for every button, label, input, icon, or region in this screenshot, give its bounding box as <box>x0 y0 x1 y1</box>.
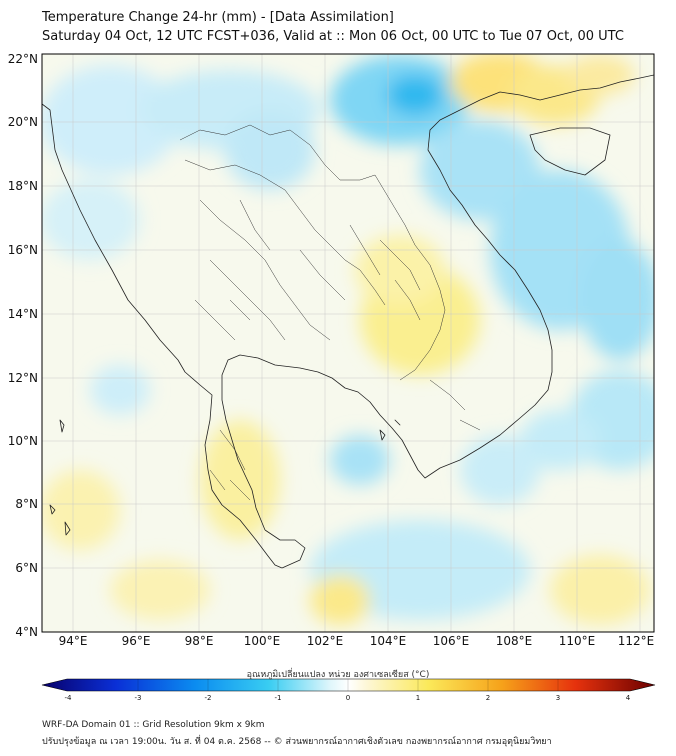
colorbar-tick-label: -1 <box>275 694 282 702</box>
lat-tick-label: 12°N <box>8 371 38 385</box>
temperature-field <box>42 54 654 632</box>
map-title: Temperature Change 24-hr (mm) - [Data As… <box>42 10 394 25</box>
lon-tick-label: 112°E <box>618 634 655 648</box>
latitude-labels: 22°N 20°N 18°N 16°N 14°N 12°N 10°N 8°N 6… <box>8 52 38 639</box>
lat-tick-label: 16°N <box>8 243 38 257</box>
colorbar-tick-label: 1 <box>416 694 420 702</box>
lon-tick-label: 96°E <box>122 634 151 648</box>
colorbar-tick-label: 0 <box>346 694 350 702</box>
longitude-labels: 94°E 96°E 98°E 100°E 102°E 104°E 106°E 1… <box>59 634 655 648</box>
colorbar-tick-label: -4 <box>65 694 73 702</box>
lon-tick-label: 108°E <box>496 634 533 648</box>
gridlines <box>42 54 654 632</box>
colorbar-tick-label: 3 <box>556 694 560 702</box>
coastlines <box>42 74 654 569</box>
lon-tick-label: 106°E <box>433 634 470 648</box>
colorbar-tick-label: -2 <box>205 694 212 702</box>
lon-tick-label: 100°E <box>244 634 281 648</box>
colorbar-label: อุณหภูมิเปลี่ยนแปลง หน่วย องศาเซลเซียส (… <box>246 670 430 680</box>
lat-tick-label: 4°N <box>15 625 38 639</box>
lon-tick-label: 104°E <box>370 634 407 648</box>
colorbar-tick-label: 4 <box>626 694 631 702</box>
lat-tick-label: 10°N <box>8 434 38 448</box>
lon-tick-label: 94°E <box>59 634 88 648</box>
lat-tick-label: 6°N <box>15 561 38 575</box>
footer-credit: ปรับปรุงข้อมูล ณ เวลา 19:00น. วัน ส. ที่… <box>42 737 552 747</box>
lat-tick-label: 8°N <box>15 497 38 511</box>
lon-tick-label: 110°E <box>559 634 596 648</box>
lat-tick-label: 18°N <box>8 179 38 193</box>
province-borders <box>179 124 481 501</box>
colorbar-ticks: -4 -3 -2 -1 0 1 2 3 4 <box>65 694 631 702</box>
map-frame <box>41 53 655 633</box>
map-subtitle: Saturday 04 Oct, 12 UTC FCST+036, Valid … <box>42 29 624 44</box>
lat-tick-label: 20°N <box>8 115 38 129</box>
footer-resolution: WRF-DA Domain 01 :: Grid Resolution 9km … <box>42 720 265 730</box>
colorbar-tick-label: -3 <box>135 694 142 702</box>
colorbar-dividers <box>137 679 559 691</box>
lat-tick-label: 22°N <box>8 52 38 66</box>
colorbar-tick-label: 2 <box>486 694 490 702</box>
lat-tick-label: 14°N <box>8 307 38 321</box>
lon-tick-label: 98°E <box>185 634 214 648</box>
colorbar <box>41 678 656 692</box>
lon-tick-label: 102°E <box>307 634 344 648</box>
